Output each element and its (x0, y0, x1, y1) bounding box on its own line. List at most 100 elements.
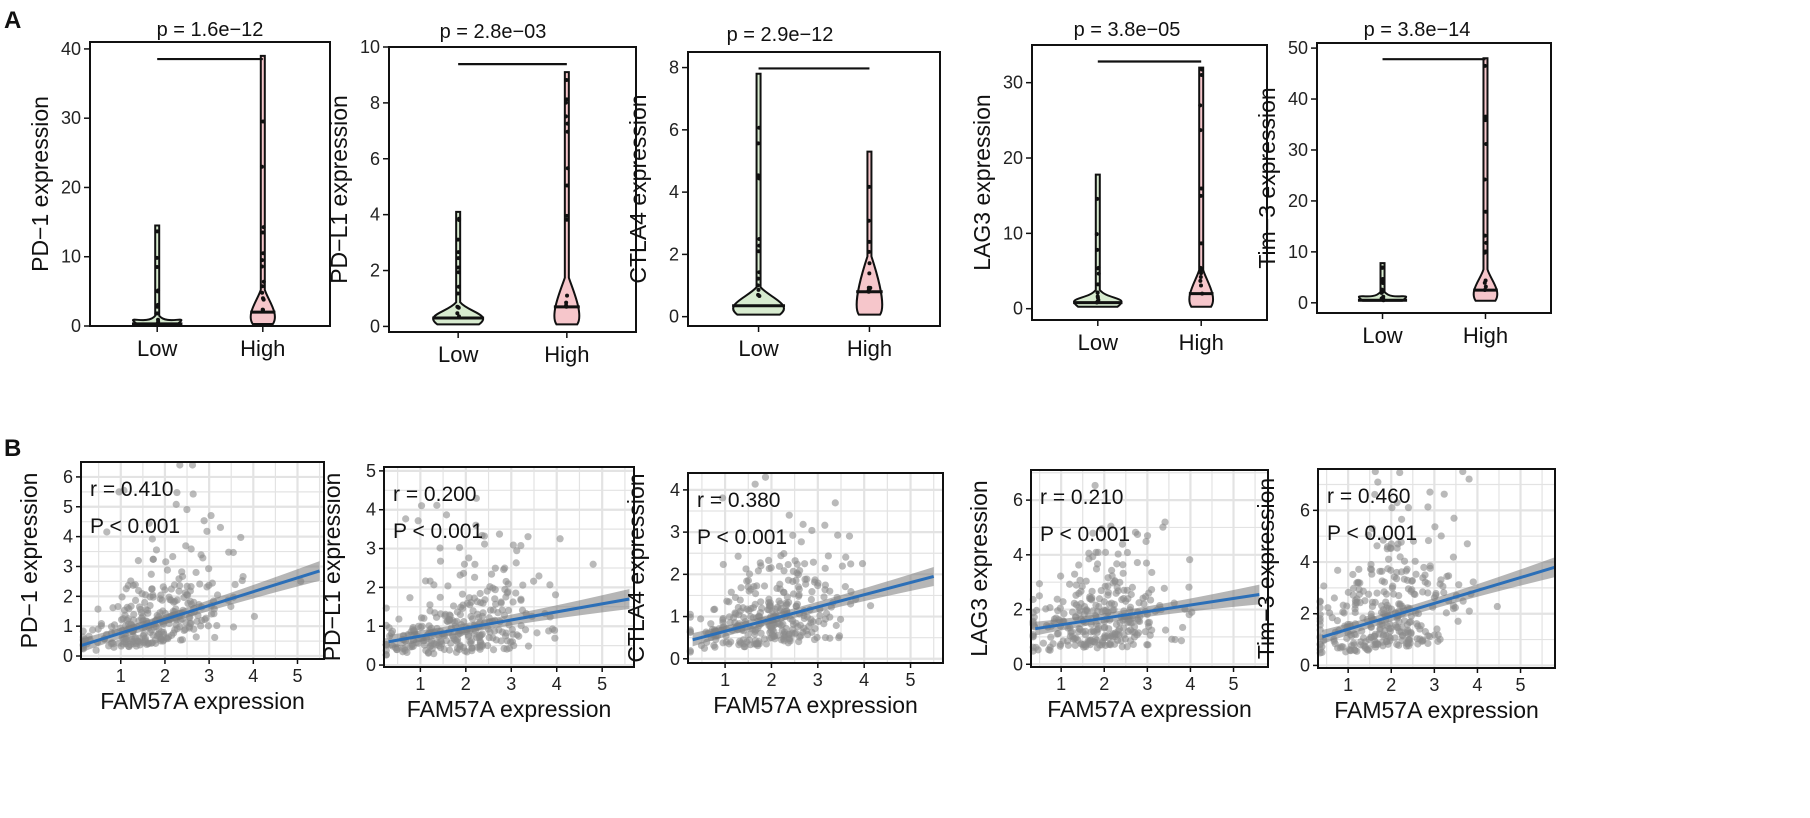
outlier-point (1483, 209, 1488, 214)
scatter-point (1351, 608, 1359, 617)
outlier-point (756, 141, 761, 146)
outlier-point (260, 230, 265, 235)
scatter-point (472, 521, 480, 529)
scatter-point (1171, 636, 1179, 644)
outlier-point (155, 302, 160, 307)
y-tick-label: 10 (1003, 223, 1023, 243)
scatter-point (512, 559, 520, 567)
y-tick-label: 0 (1300, 655, 1310, 675)
scatter-point (1056, 604, 1064, 612)
scatter-point (1395, 618, 1403, 626)
scatter-point (1372, 639, 1380, 647)
y-tick-label: 30 (61, 108, 81, 128)
outlier-point (755, 283, 760, 288)
outlier-point (756, 287, 761, 292)
scatter-point (800, 624, 808, 632)
scatter-point (1133, 558, 1141, 567)
scatter-point (460, 560, 469, 568)
outlier-point (155, 229, 160, 234)
scatter-point (807, 595, 815, 604)
scatter-point (1072, 601, 1080, 609)
scatter-point (841, 583, 849, 591)
plot-frame (687, 472, 944, 664)
scatter-point (1177, 637, 1186, 645)
outlier-point (1096, 271, 1101, 276)
scatter-point (1371, 490, 1379, 499)
scatter-point (751, 480, 759, 488)
scatter-point (1396, 602, 1404, 610)
x-tick-label: 1 (1343, 675, 1353, 695)
scatter-point (476, 589, 484, 598)
scatter-point (1395, 592, 1403, 600)
scatter-point (175, 575, 183, 583)
scatter-point (122, 585, 130, 593)
scatter-point (497, 637, 505, 645)
scatter-point (210, 610, 218, 618)
scatter-point (188, 461, 197, 469)
scatter-point (836, 615, 845, 623)
outlier-point (1483, 118, 1488, 123)
scatter-point (1393, 640, 1401, 649)
y-tick-label: 10 (360, 37, 380, 57)
scatter-point (431, 609, 439, 617)
scatter-point (1088, 587, 1096, 595)
x-tick-label: 1 (116, 666, 126, 686)
scatter-point (495, 530, 504, 538)
y-tick-label: 2 (370, 261, 380, 281)
outlier-point (1199, 241, 1204, 246)
scatter-point (1413, 620, 1421, 628)
outlier-point (1095, 196, 1100, 201)
scatter-point (777, 621, 785, 629)
scatter-point (719, 639, 727, 647)
x-tick-label: 5 (597, 674, 607, 694)
scatter-point (1433, 625, 1441, 633)
scatter-point (131, 634, 139, 642)
outlier-point (757, 236, 762, 241)
category-label: High (1179, 330, 1224, 355)
scatter-point (1185, 611, 1193, 619)
scatter-point (1046, 643, 1054, 651)
scatter-point (834, 531, 842, 539)
scatter-point (1405, 618, 1414, 626)
x-tick-label: 2 (1386, 675, 1396, 695)
scatter-point (173, 488, 181, 497)
scatter-point (757, 598, 765, 606)
scatter-point (136, 638, 144, 646)
scatter-point (491, 595, 499, 603)
scatter-point (1032, 606, 1041, 614)
scatter-point (816, 612, 824, 620)
outlier-point (757, 293, 762, 298)
outlier-point (261, 297, 266, 302)
scatter-point (468, 644, 476, 652)
y-axis-label: LAG3 expression (969, 94, 995, 270)
scatter-point (399, 644, 407, 653)
y-tick-label: 8 (370, 93, 380, 113)
scatter-point (757, 629, 765, 637)
scatter-point (1145, 589, 1153, 597)
scatter-point (440, 645, 448, 654)
scatter-point (794, 583, 803, 591)
scatter-point (126, 641, 134, 649)
scatter-point (858, 560, 867, 568)
scatter-point (1349, 570, 1357, 579)
x-tick-label: 4 (1472, 675, 1482, 695)
scatter-point (1075, 610, 1083, 618)
scatter-point (426, 601, 434, 609)
scatter-point (491, 564, 499, 572)
scatter-point (1071, 570, 1079, 578)
y-tick-label: 5 (63, 497, 73, 517)
scatter-point (801, 560, 809, 568)
outlier-point (261, 251, 266, 256)
scatter-point (1088, 594, 1096, 602)
scatter-point (1361, 597, 1369, 605)
x-tick-label: 1 (720, 670, 730, 690)
scatter-point (1123, 643, 1131, 651)
scatter-point (433, 501, 441, 509)
scatter-point (487, 570, 496, 578)
scatter-point (485, 634, 493, 642)
y-tick-label: 2 (63, 586, 73, 606)
scatter-point (1148, 568, 1156, 577)
scatter-point (589, 560, 597, 568)
plot-frame (1316, 42, 1552, 314)
scatter-point (1493, 602, 1501, 611)
